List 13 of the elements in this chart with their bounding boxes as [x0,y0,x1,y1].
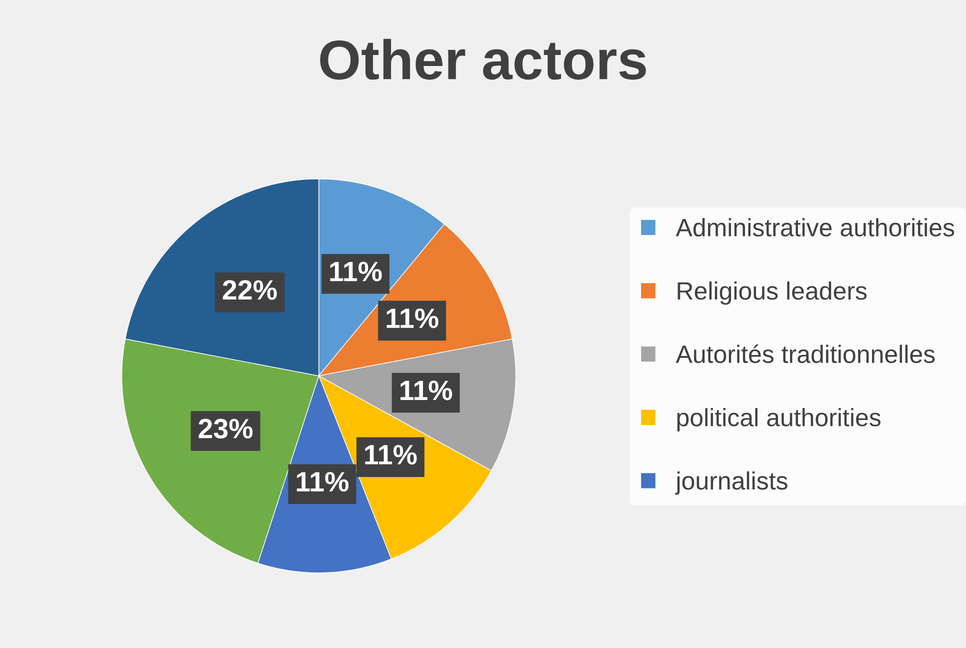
data-label: 23% [198,418,253,438]
data-label: 11% [386,308,438,328]
legend-label: Administrative authorities [676,218,954,236]
data-label: 11% [296,472,348,492]
data-label: 11% [330,262,382,282]
data-label: 11% [365,444,417,465]
legend-label: Religious leaders [678,281,867,305]
legend-label: political authorities [677,408,880,432]
data-label: 22% [222,280,277,300]
legend-label: journalists [675,471,788,495]
data-label: 11% [400,380,452,400]
chart-title: Other actors [320,38,646,80]
legend-label: Autorités traditionnelles [676,344,935,364]
